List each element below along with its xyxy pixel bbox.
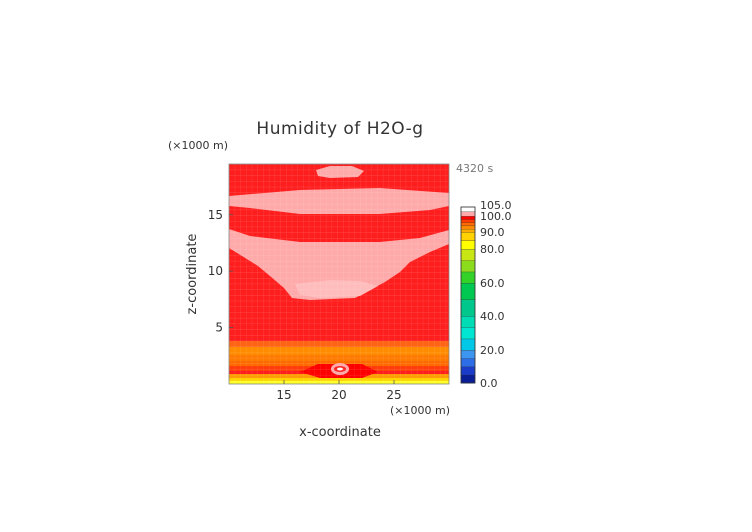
colorbar-swatch xyxy=(460,374,476,384)
chart-title: Humidity of H2O-g xyxy=(256,119,423,139)
colorbar-tick-label: 80.0 xyxy=(480,243,505,256)
colorbar-swatch xyxy=(460,366,476,376)
colorbar-swatch xyxy=(460,327,476,340)
x-axis: 15 20 25 xyxy=(276,380,402,402)
colorbar-swatch xyxy=(460,231,476,241)
colorbar-swatch xyxy=(460,228,476,233)
plot-area xyxy=(229,164,449,384)
colorbar-swatch xyxy=(460,206,476,212)
colorbar-swatch xyxy=(460,282,476,300)
colorbar-tick-label: 0.0 xyxy=(480,377,498,390)
x-tick-label: 20 xyxy=(331,388,346,402)
colorbar-swatch xyxy=(460,240,476,250)
colorbar-swatch xyxy=(460,299,476,317)
colorbar-swatch xyxy=(460,219,476,223)
colorbar-swatch xyxy=(460,211,476,217)
y-tick-label: 5 xyxy=(215,321,223,335)
colorbar-tick-label: 105.0 xyxy=(480,199,512,212)
colorbar-swatch xyxy=(460,260,476,273)
y-tick-label: 15 xyxy=(208,208,223,222)
y-axis: 5 10 15 xyxy=(208,208,233,335)
colorbar-swatch xyxy=(460,215,476,220)
colorbar-swatch xyxy=(460,225,476,230)
colorbar-frame xyxy=(460,206,476,384)
colorbar-swatch xyxy=(460,315,476,328)
time-label: 4320 s xyxy=(456,162,493,175)
y-tick-label: 10 xyxy=(208,264,223,278)
colorbar-tick-label: 100.0 xyxy=(480,210,512,223)
colorbar-swatch xyxy=(460,338,476,351)
colorbar-swatch xyxy=(460,358,476,367)
y-axis-label: z-coordinate xyxy=(185,234,200,315)
x-unit-label: (×1000 m) xyxy=(390,404,450,417)
colorbar-tick-label: 90.0 xyxy=(480,226,505,239)
colorbar-tick-label: 40.0 xyxy=(480,310,505,323)
colorbar-swatch xyxy=(460,349,476,359)
y-unit-label: (×1000 m) xyxy=(168,139,228,152)
colorbar-swatch xyxy=(460,222,476,227)
colorbar-tick-label: 60.0 xyxy=(480,277,505,290)
colorbar-tick-label: 20.0 xyxy=(480,344,505,357)
x-axis-label: x-coordinate xyxy=(299,425,381,440)
colorbar-swatch xyxy=(460,248,476,261)
x-tick-label: 25 xyxy=(386,388,401,402)
grid-overlay xyxy=(229,164,449,384)
colorbar-swatch xyxy=(460,271,476,284)
x-tick-label: 15 xyxy=(276,388,291,402)
